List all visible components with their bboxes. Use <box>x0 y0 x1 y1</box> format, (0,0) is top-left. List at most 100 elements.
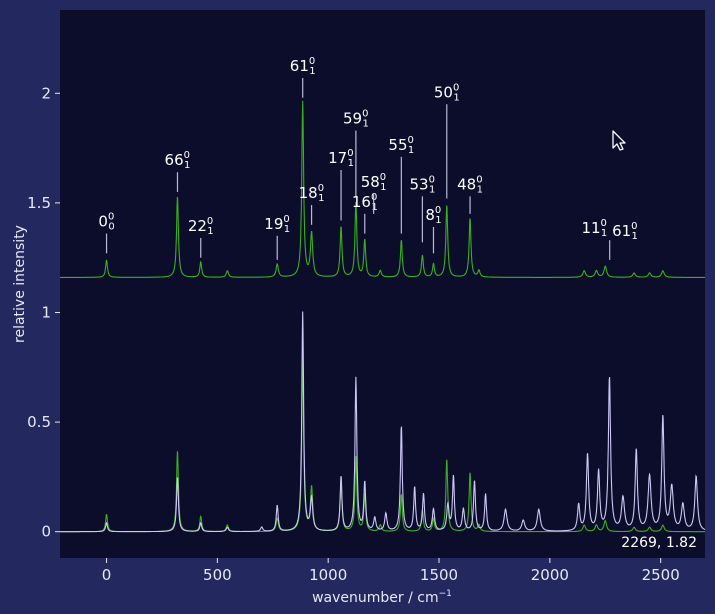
annotation-sup: 0 <box>318 183 324 194</box>
mouse-cursor-icon <box>612 130 626 151</box>
annotation-label: 220 1 <box>188 216 214 237</box>
x-axis: 0 500 1000 1500 2000 2500 <box>102 558 680 584</box>
spectrum-line-2 <box>60 100 705 278</box>
peak-annotation: 80 1 <box>425 205 442 254</box>
x-tick-label: 2500 <box>642 566 680 584</box>
annotation-sub: 1 <box>477 184 483 195</box>
peak-annotation: 110 1 610 1 <box>581 218 638 260</box>
annotation-sub: 1 <box>632 231 638 242</box>
annotation-sup: 0 <box>453 82 459 93</box>
y-tick-label: 0.5 <box>27 413 51 431</box>
annotation-base: 19 <box>264 215 283 233</box>
peak-annotation: 500 1 <box>434 82 460 199</box>
y-tick-label: 0 <box>41 523 51 541</box>
y-axis-title: relative intensity <box>12 225 28 343</box>
peak-annotation: 550 1 <box>388 135 414 234</box>
annotation-label: 660 1 <box>165 150 191 171</box>
peak-annotation: 170 1 <box>328 148 354 221</box>
annotation-base: 16 <box>352 193 371 211</box>
annotation-base: 58 <box>361 173 380 191</box>
annotation-sub: 1 <box>207 226 213 237</box>
annotation-sub: 1 <box>362 119 368 130</box>
peak-annotations: 0006601220119016101180117015901160158015… <box>98 56 638 260</box>
annotation-sup: 0 <box>476 174 482 185</box>
annotation-label: 110 1 610 1 <box>581 218 637 242</box>
x-tick-label: 500 <box>203 566 232 584</box>
coordinate-readout: 2269, 1.82 <box>621 535 697 551</box>
peak-annotation: 220 1 <box>188 216 214 258</box>
annotation-label: 580 1 <box>361 172 387 193</box>
annotation-label: 190 1 <box>264 214 290 235</box>
annotation-sub: 0 <box>108 222 114 233</box>
annotation-base: 22 <box>188 217 207 235</box>
x-tick-label: 1500 <box>420 566 458 584</box>
annotation-base: 17 <box>328 149 347 167</box>
y-tick-label: 1 <box>41 303 51 321</box>
annotation-sup: 0 <box>347 148 353 159</box>
annotation-sub: 1 <box>371 202 377 213</box>
peak-annotation: 180 1 <box>299 183 325 225</box>
y-axis: 0 0.5 1 1.5 2 <box>27 84 60 541</box>
y-tick-label: 1.5 <box>27 194 51 212</box>
annotation-base: 59 <box>343 110 362 128</box>
annotation-base: 50 <box>434 83 453 101</box>
annotation-base: 61 <box>607 222 631 240</box>
annotation-base: 18 <box>299 184 318 202</box>
peak-annotation: 190 1 <box>264 214 290 260</box>
annotation-label: 00 0 <box>98 212 114 233</box>
annotation-base: 55 <box>388 136 407 154</box>
plot-area <box>60 10 705 558</box>
peak-annotation: 660 1 <box>165 150 191 192</box>
spectra-group <box>60 100 706 533</box>
annotation-sub: 1 <box>318 193 324 204</box>
annotation-label: 590 1 <box>343 109 369 130</box>
annotation-base: 66 <box>165 151 184 169</box>
annotation-sup: 0 <box>601 218 607 229</box>
annotation-sub: 1 <box>348 158 354 169</box>
annotation-label: 530 1 <box>409 174 435 195</box>
annotation-label: 180 1 <box>299 183 325 204</box>
peak-annotation: 00 0 <box>98 212 115 254</box>
peak-annotation: 480 1 <box>457 174 483 214</box>
spectrum-line-1 <box>60 311 706 533</box>
annotation-sup: 0 <box>380 172 386 183</box>
annotation-sup: 0 <box>429 174 435 185</box>
annotation-label: 610 1 <box>290 56 316 77</box>
annotation-label: 170 1 <box>328 148 354 169</box>
peak-annotation: 530 1 <box>409 174 435 243</box>
annotation-sup: 0 <box>362 109 368 120</box>
annotation-sup: 0 <box>108 212 114 223</box>
annotation-label: 480 1 <box>457 174 483 195</box>
annotation-sub: 1 <box>380 182 386 193</box>
x-axis-title: wavenumber / cm−1 <box>312 589 452 606</box>
annotation-base: 0 <box>98 213 108 231</box>
peak-annotation: 580 1 <box>361 172 387 214</box>
annotation-sub: 1 <box>184 160 190 171</box>
annotation-label: 80 1 <box>425 205 441 226</box>
annotation-base: 8 <box>425 206 435 224</box>
annotation-sub: 1 <box>408 145 414 156</box>
y-tick-label: 2 <box>41 84 51 102</box>
annotation-sup: 0 <box>309 56 315 67</box>
x-tick-label: 2000 <box>531 566 569 584</box>
annotation-sub: 1 <box>435 215 441 226</box>
annotation-sup: 0 <box>283 214 289 225</box>
annotation-base: 48 <box>457 175 476 193</box>
annotation-label: 500 1 <box>434 82 460 103</box>
annotation-label: 550 1 <box>388 135 414 156</box>
annotation-sub: 1 <box>309 66 315 77</box>
x-tick-label: 0 <box>102 566 112 584</box>
annotation-sup: 0 <box>184 150 190 161</box>
annotation-sup: 0 <box>207 216 213 227</box>
annotation-sup: 0 <box>435 205 441 216</box>
peak-annotation: 610 1 <box>290 56 316 98</box>
annotation-sub: 1 <box>284 224 290 235</box>
annotation-sup: 0 <box>408 135 414 146</box>
annotation-base: 11 <box>581 219 600 237</box>
annotation-sub: 1 <box>453 92 459 103</box>
annotation-sub: 1 <box>601 228 607 239</box>
annotation-base: 53 <box>409 175 428 193</box>
annotation-base: 61 <box>290 57 309 75</box>
annotation-sub: 1 <box>429 184 435 195</box>
